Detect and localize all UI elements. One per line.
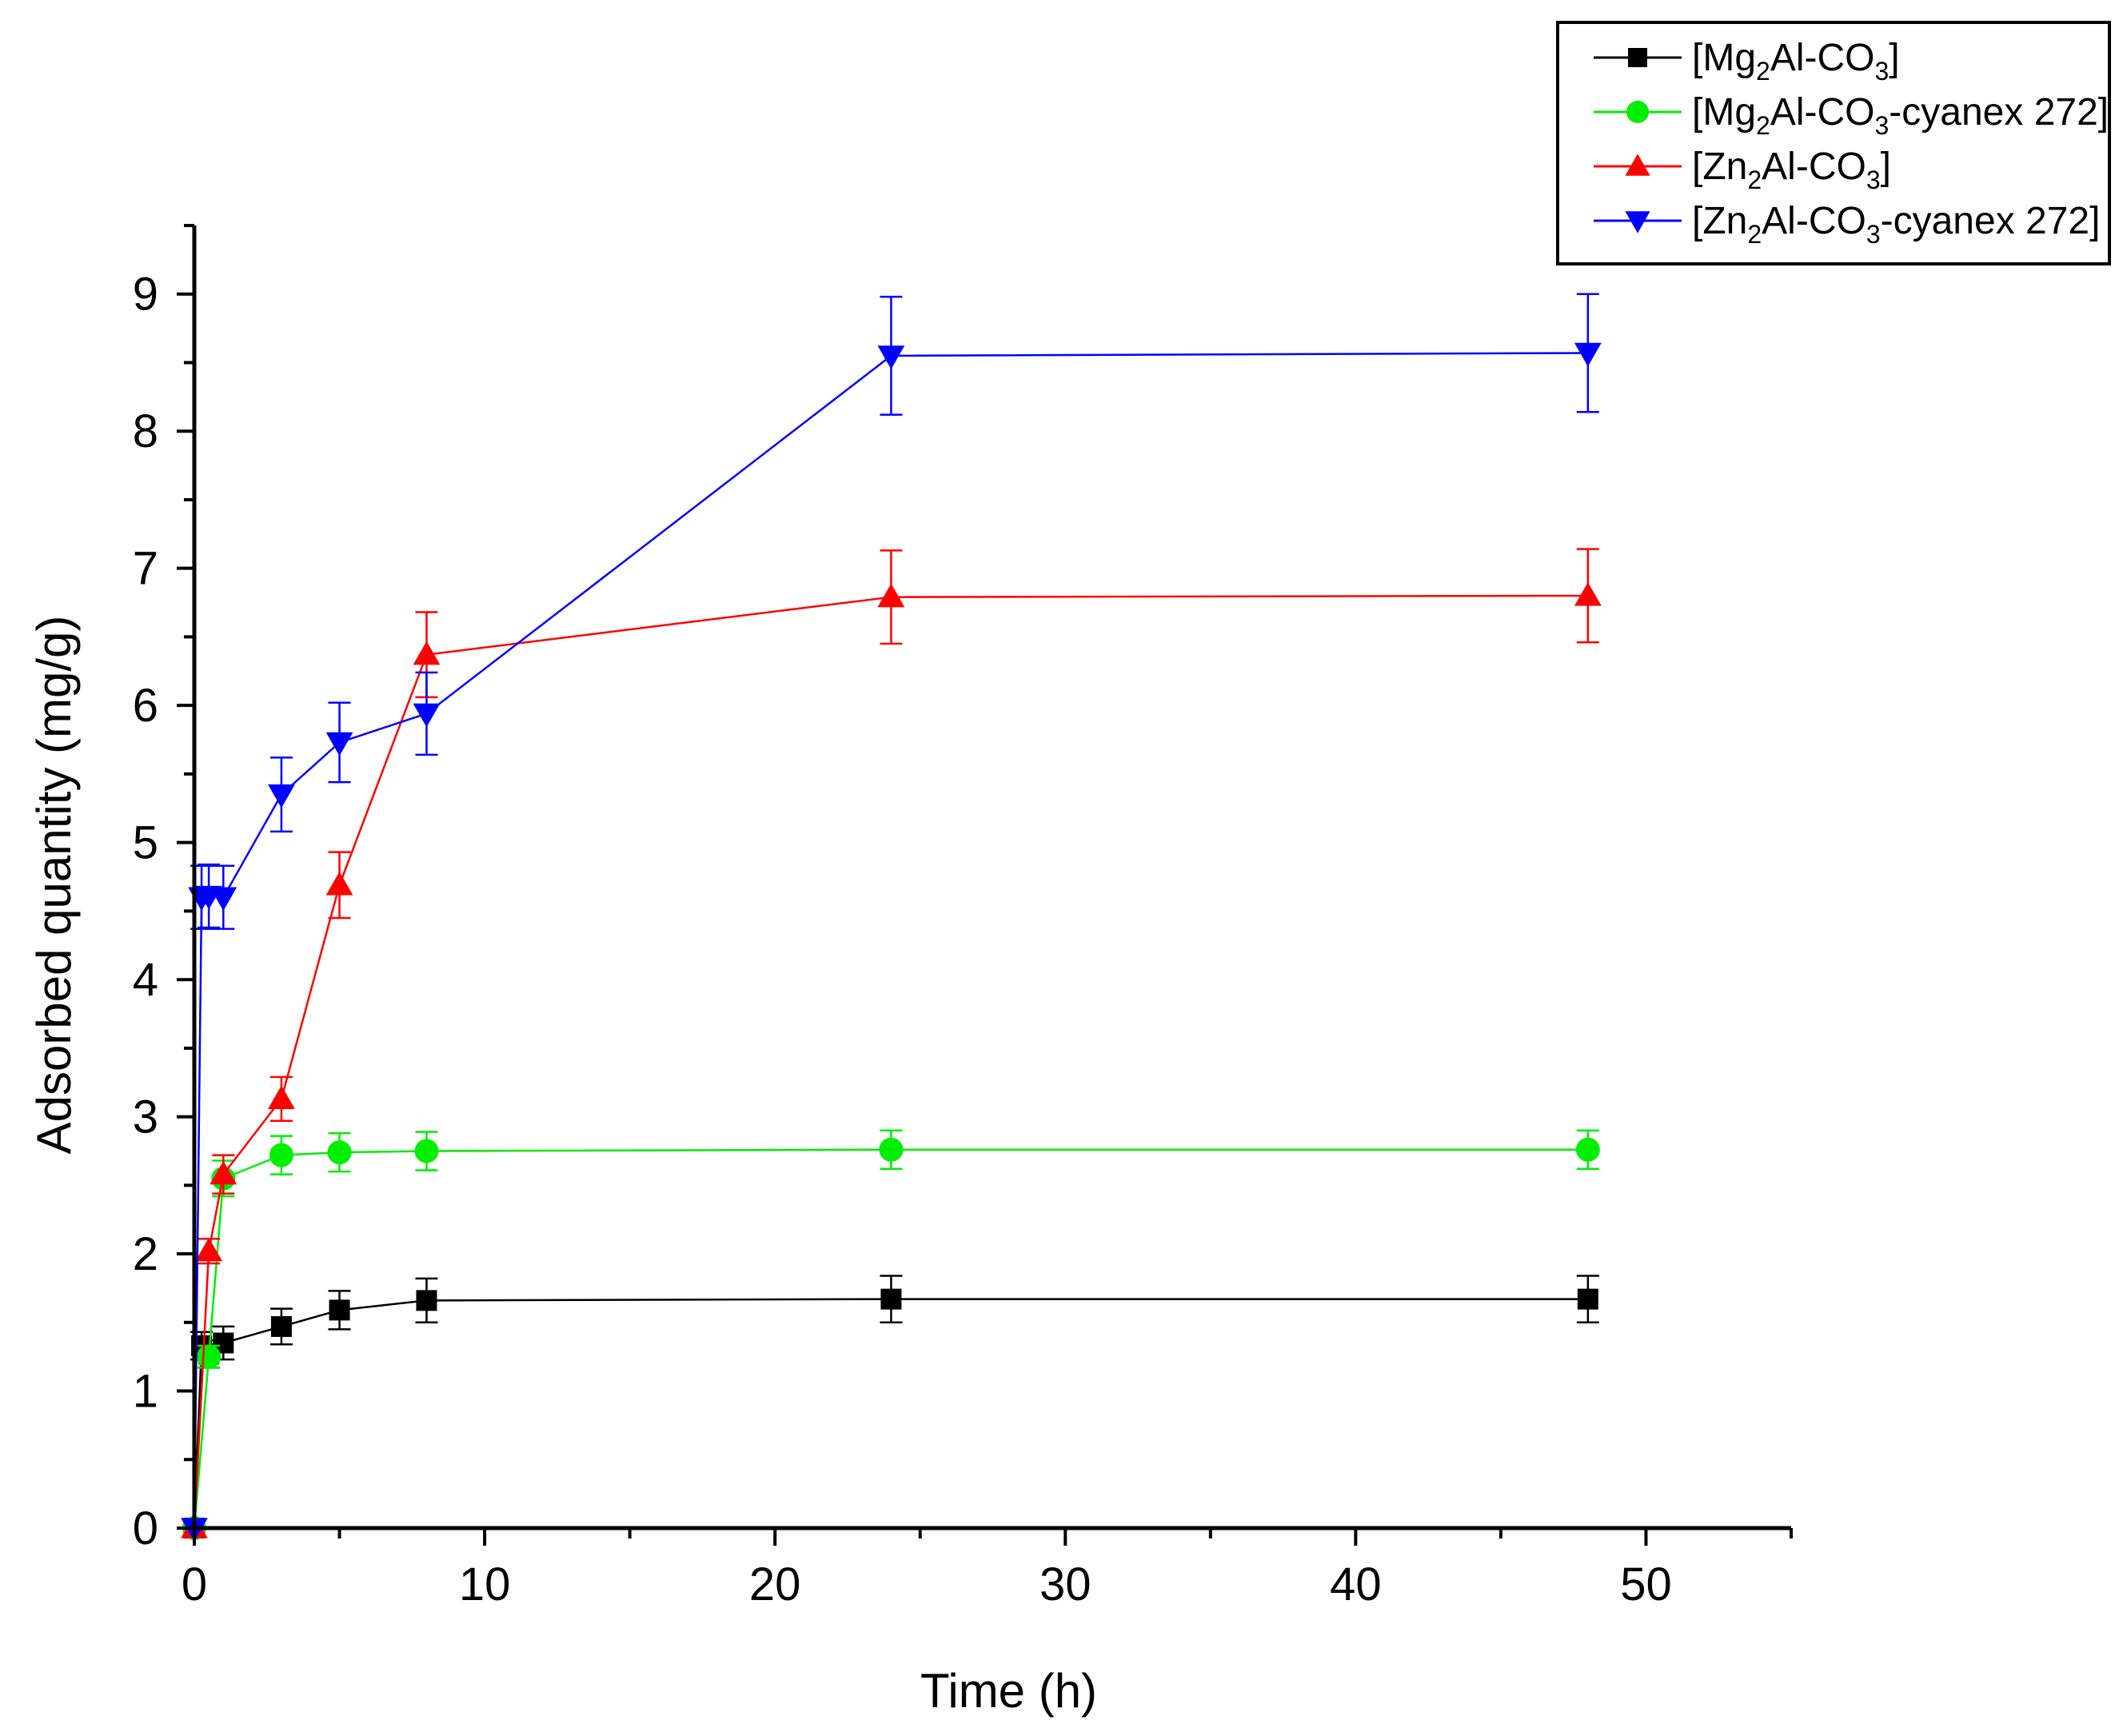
legend-label: [Zn2Al-CO3] xyxy=(1692,146,1891,194)
legend-label-part: Al-CO xyxy=(1770,37,1875,79)
series-line xyxy=(193,594,1588,1529)
legend-label-part: [Mg xyxy=(1692,37,1756,79)
data-point xyxy=(880,1288,902,1310)
legend-label-part: [Mg xyxy=(1692,91,1756,134)
legend-label-part: [Zn xyxy=(1692,146,1747,188)
legend-label-subscript: 3 xyxy=(1874,57,1889,86)
y-tick-label: 2 xyxy=(133,1228,158,1280)
x-tick-label: 0 xyxy=(182,1558,207,1610)
data-point xyxy=(268,1085,295,1109)
data-point xyxy=(877,583,905,608)
data-point xyxy=(1574,342,1602,367)
legend-item: [Mg2Al-CO3-cyanex 272] xyxy=(1594,91,2109,140)
data-point xyxy=(879,1137,904,1162)
legend-item: [Zn2Al-CO3-cyanex 272] xyxy=(1594,200,2100,249)
legend: [Mg2Al-CO3][Mg2Al-CO3-cyanex 272][Zn2Al-… xyxy=(1556,21,2111,265)
x-tick-label: 50 xyxy=(1620,1558,1672,1610)
y-tick-label: 4 xyxy=(133,954,158,1006)
legend-label-subscript: 2 xyxy=(1747,220,1762,249)
data-point xyxy=(1577,1288,1598,1310)
legend-label-subscript: 3 xyxy=(1874,111,1889,140)
data-point xyxy=(414,1139,439,1163)
data-point xyxy=(413,703,441,728)
series-1 xyxy=(182,1129,1600,1540)
legend-label: [Mg2Al-CO3-cyanex 272] xyxy=(1692,91,2109,140)
legend-marker xyxy=(1625,154,1650,176)
series-0 xyxy=(184,1275,1599,1538)
legend-label-part: ] xyxy=(1881,146,1891,188)
data-point xyxy=(197,1344,221,1369)
legend-label-subscript: 3 xyxy=(1866,166,1881,194)
series-line xyxy=(193,1148,1588,1529)
x-tick-label: 10 xyxy=(459,1558,511,1610)
y-axis-title: Adsorbed quantity (mg/g) xyxy=(27,616,81,1155)
data-point xyxy=(416,1290,437,1311)
legend-label-part: Al-CO xyxy=(1770,91,1875,134)
y-tick-label: 7 xyxy=(133,543,158,595)
legend-label-part: -cyanex 272] xyxy=(1881,200,2101,242)
y-tick-label: 3 xyxy=(133,1091,158,1143)
data-point xyxy=(269,1143,293,1167)
legend-item: [Zn2Al-CO3] xyxy=(1594,146,1891,194)
series-line xyxy=(193,352,1588,1529)
data-point xyxy=(1574,582,1602,606)
legend-box xyxy=(1556,21,2111,265)
legend-label-subscript: 3 xyxy=(1866,220,1881,249)
x-tick-label: 20 xyxy=(749,1558,801,1610)
legend-label-part: Al-CO xyxy=(1762,200,1866,242)
y-tick-label: 6 xyxy=(133,680,158,732)
legend-marker xyxy=(1625,211,1650,233)
y-tick-label: 0 xyxy=(133,1503,158,1554)
y-tick-label: 9 xyxy=(133,269,158,321)
legend-label-subscript: 2 xyxy=(1747,166,1762,194)
legend-marker xyxy=(1626,101,1649,123)
series-2 xyxy=(181,548,1602,1538)
legend-label: [Zn2Al-CO3-cyanex 272] xyxy=(1692,200,2100,249)
data-point xyxy=(1575,1137,1600,1162)
data-point xyxy=(195,1237,223,1262)
series-3 xyxy=(181,293,1602,1542)
data-point xyxy=(329,1299,350,1321)
y-tick-label: 5 xyxy=(133,817,158,869)
y-tick-label: 1 xyxy=(133,1366,158,1418)
data-point xyxy=(325,732,353,756)
legend-label-part: ] xyxy=(1889,37,1899,79)
legend-label-part: -cyanex 272] xyxy=(1889,91,2109,134)
legend-marker xyxy=(1628,48,1647,67)
data-point xyxy=(327,1140,352,1165)
x-tick-label: 40 xyxy=(1330,1558,1382,1610)
axes: 0 10 20 30 40 50 0 1 2 3 4 5 6 7 8 9 xyxy=(133,224,1793,1610)
legend-item: [Mg2Al-CO3] xyxy=(1594,37,1900,86)
x-tick-label: 30 xyxy=(1040,1558,1091,1610)
legend-label-part: Al-CO xyxy=(1762,146,1866,188)
legend-label: [Mg2Al-CO3] xyxy=(1692,37,1900,86)
legend-label-subscript: 2 xyxy=(1756,111,1770,140)
legend-label-subscript: 2 xyxy=(1756,57,1770,86)
data-point xyxy=(268,784,295,808)
data-point xyxy=(325,871,353,896)
data-point xyxy=(210,887,237,912)
data-point xyxy=(413,641,441,665)
series-line xyxy=(193,1298,1588,1529)
data-point xyxy=(210,1160,237,1185)
data-point xyxy=(270,1315,292,1337)
x-axis-title: Time (h) xyxy=(920,1664,1097,1718)
legend-label-part: [Zn xyxy=(1692,200,1747,242)
data-point xyxy=(877,345,905,369)
y-tick-label: 8 xyxy=(133,405,158,457)
plot-area xyxy=(181,293,1602,1542)
